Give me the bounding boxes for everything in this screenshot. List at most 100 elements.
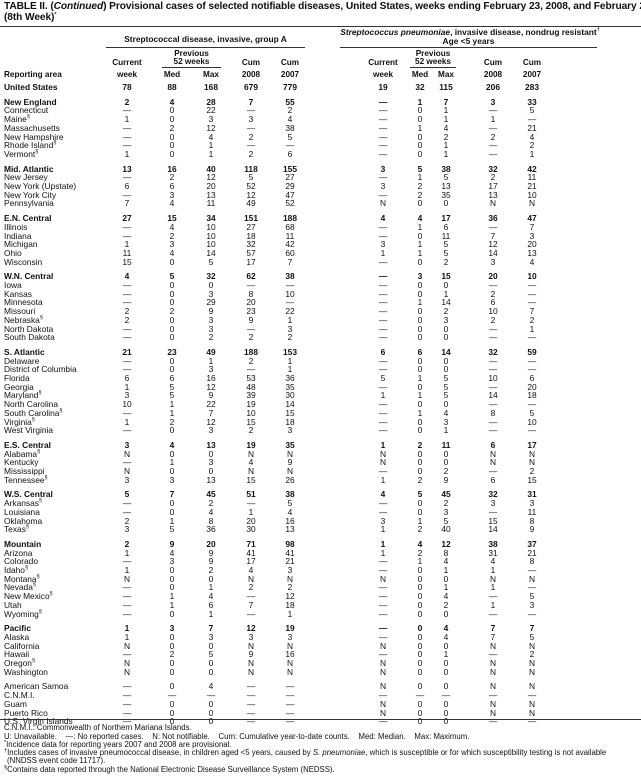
pn-current-week-cell: 1 (380, 524, 386, 535)
table-row: E.N. Central 27 15 34 151 188 4 4 17 36 47 (0, 213, 641, 223)
reporting-area-name: Idaho§ (4, 565, 28, 575)
reporting-area-name: Tennessee§ (4, 475, 48, 485)
current-week-cell: 78 (122, 82, 132, 92)
cum-2007-cell: 38 (285, 489, 295, 500)
pn-med-cell: 0 (417, 114, 423, 125)
pn-current-week-cell: — (378, 96, 388, 107)
pn-cum-2007-cell: — (527, 690, 537, 701)
pn-cum-2008-cell: — (488, 416, 498, 427)
cum-2007-cell: 5 (287, 131, 293, 142)
current-week-cell: — (122, 690, 132, 701)
table-row: North Carolina 10 1 22 19 14 — 0 0 — — (0, 399, 641, 409)
pn-cum-2008-cell: 2 (490, 131, 496, 142)
pn-cum-2007-cell: 21 (527, 547, 537, 558)
table-row: Mountain 2 9 20 71 98 1 4 12 38 37 (0, 539, 641, 549)
dagger-italic: S. pneumoniae (312, 748, 366, 757)
reporting-area-name: South Carolina§ (4, 408, 62, 418)
cum-2007-cell: 18 (285, 416, 295, 427)
pn-cum-2007-cell: N (528, 198, 536, 209)
med-cell: 0 (169, 582, 175, 593)
pn-cum-2008-cell: — (488, 323, 498, 334)
current-week-cell: — (122, 122, 132, 133)
pn-max-cell: 0 (443, 448, 449, 459)
pn-med-cell: 1 (417, 556, 423, 567)
pn-med-cell: 0 (417, 140, 423, 151)
pn-max-cell: 0 (443, 355, 449, 366)
area-label: Illinois (4, 221, 28, 232)
pn-med-cell: 0 (417, 355, 423, 366)
previous-header-a: Previous (174, 49, 209, 58)
current-week-cell: — (122, 556, 132, 567)
footnote-mark: § (38, 608, 42, 615)
cum-2007-cell: 3 (287, 631, 293, 642)
reporting-area-name: Connecticut (4, 105, 48, 115)
med-cell: 2 (169, 416, 175, 427)
area-label: Arkansas (4, 498, 39, 509)
pn-max-cell: 1 (443, 114, 449, 125)
table-row: Kansas — 0 3 8 10 — 0 1 2 — (0, 289, 641, 299)
reporting-area-name: South Dakota (4, 332, 55, 342)
footnote-mark: § (37, 448, 41, 455)
pn-cum-2007-cell: — (527, 608, 537, 619)
pn-cum-2007-cell: — (527, 565, 537, 575)
reporting-area-name: New Hampshire (4, 132, 64, 142)
year2007-header-a: 2007 (280, 70, 300, 79)
table-row: Florida 6 6 16 53 36 5 1 5 10 6 (0, 373, 641, 383)
cum-2007-cell: 36 (285, 373, 295, 383)
reporting-area-name: Hawaii (4, 649, 29, 659)
cum2008-label-a: Cum (241, 58, 261, 67)
cum-2008-cell: 3 (248, 114, 254, 125)
pn-cum-2007-cell: 2 (529, 466, 535, 476)
cum-2007-cell: 68 (285, 221, 295, 232)
current-week-cell: — (122, 407, 132, 418)
med-cell: 15 (167, 213, 177, 224)
table-row: New Jersey — 2 12 5 27 — 1 5 2 11 (0, 172, 641, 182)
reporting-area-name: S. Atlantic (4, 347, 45, 357)
max-cell: 0 (208, 716, 214, 727)
cum-2007-cell: 1 (287, 355, 293, 366)
table-row: Maine§ 1 0 3 3 4 — 0 1 1 — (0, 114, 641, 124)
cum-2008-cell: 2 (248, 582, 254, 593)
cum-2008-cell: — (246, 698, 256, 709)
pn-max-cell: 0 (443, 681, 449, 692)
pn-med-cell: 0 (417, 658, 423, 668)
pn-cum-2008-cell: 13 (488, 189, 498, 200)
table-title: TABLE II. (Continued) Provisional cases … (4, 1, 641, 12)
table-row: North Dakota — 0 3 — 3 — 0 0 — 1 (0, 324, 641, 334)
pn-current-week-cell: — (378, 565, 388, 575)
max-cell: 12 (206, 172, 216, 183)
pn-max-cell: 0 (443, 573, 449, 584)
cum-2007-cell: 4 (287, 114, 293, 125)
cum-2008-cell: 9 (248, 314, 254, 325)
pn-cum-2008-cell: — (488, 716, 498, 727)
cum-2008-cell: 18 (246, 230, 256, 241)
max-cell: 10 (206, 230, 216, 241)
cum2007-label-b: Cum (522, 58, 542, 67)
reporting-area-name: Arkansas§ (4, 498, 42, 508)
cum-2008-cell: 9 (248, 649, 254, 660)
pn-cum-2008-cell: — (488, 122, 498, 133)
cum-2008-cell: — (246, 140, 256, 151)
pn-med-cell: 1 (417, 172, 423, 183)
cum-2007-cell: 41 (285, 547, 295, 558)
cum-2008-cell: — (246, 690, 256, 701)
pn-med-cell: 0 (417, 148, 423, 159)
pn-med-cell: 0 (417, 416, 423, 427)
max-cell: 32 (206, 271, 216, 282)
current-header-a: Current (112, 58, 142, 67)
area-label: South Dakota (4, 332, 55, 343)
med-cell: 0 (169, 105, 175, 116)
pn-med-cell: 1 (417, 122, 423, 133)
cum-2007-cell: — (285, 280, 295, 290)
max-cell: 3 (208, 114, 214, 125)
med-cell: 0 (169, 288, 175, 299)
pn-cum-2007-cell: N (528, 681, 536, 692)
med-cell: 0 (169, 466, 175, 476)
pn-current-week-cell: N (379, 681, 387, 692)
pn-cum-2008-cell: 8 (490, 407, 496, 418)
area-label: W.N. Central (4, 271, 54, 282)
previous-header-b: Previous (415, 49, 451, 58)
pn-cum-2007-cell: N (528, 707, 536, 718)
table-row: Nevada§ — 0 1 2 2 — 0 1 1 — (0, 582, 641, 592)
